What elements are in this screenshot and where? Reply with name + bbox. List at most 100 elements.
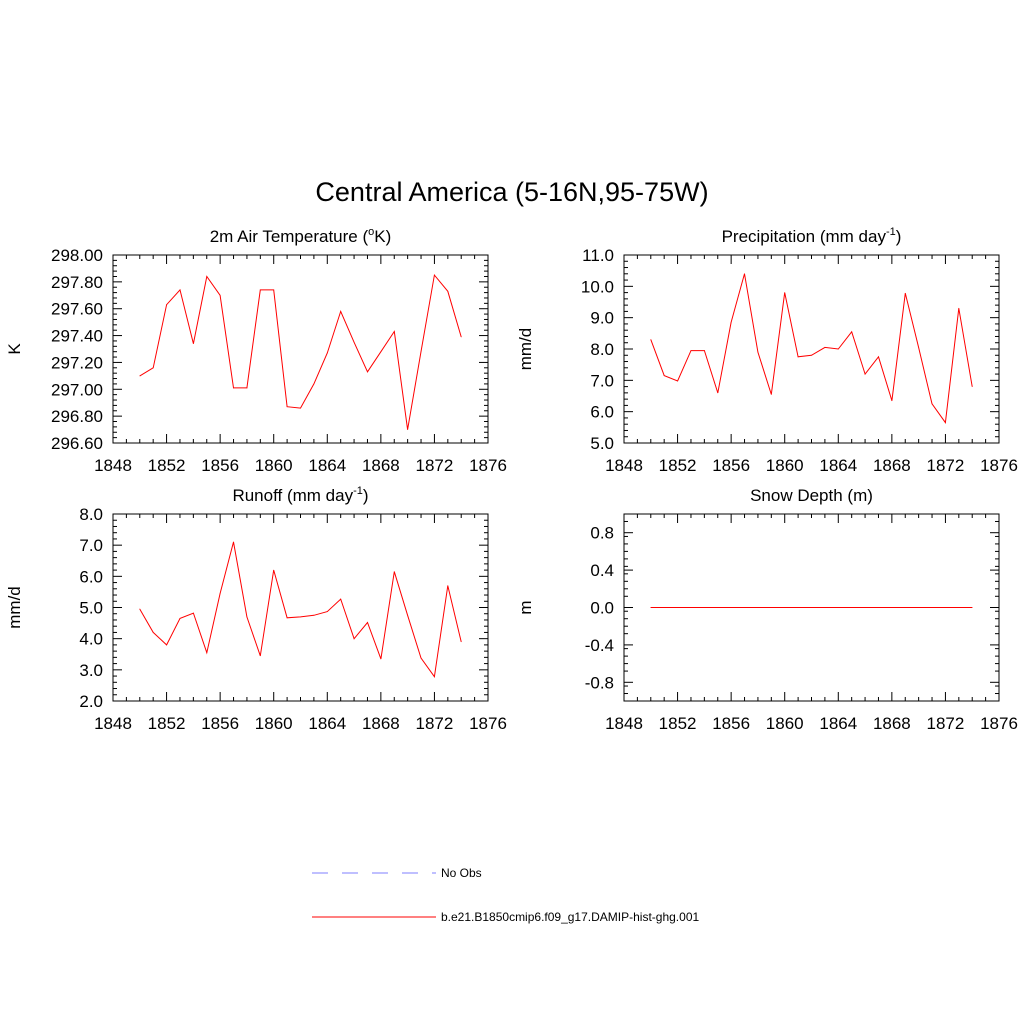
figure-title: Central America (5-16N,95-75W) xyxy=(315,177,708,207)
legend-label-model-run: b.e21.B1850cmip6.f09_g17.DAMIP-hist-ghg.… xyxy=(441,910,699,924)
x-tick-label: 1860 xyxy=(255,456,293,475)
data-point xyxy=(246,616,248,618)
data-point xyxy=(878,356,879,358)
data-point xyxy=(837,607,839,608)
data-point xyxy=(837,348,839,350)
data-point xyxy=(407,614,409,616)
data-point xyxy=(367,622,368,623)
data-point xyxy=(690,350,692,351)
data-point xyxy=(192,612,194,614)
data-point xyxy=(757,607,759,608)
x-tick-label: 1852 xyxy=(659,456,697,475)
y-axis-label: mm/d xyxy=(5,586,24,629)
x-tick-label: 1856 xyxy=(201,714,239,733)
data-point xyxy=(677,607,678,608)
data-point xyxy=(757,351,759,353)
x-tick-label: 1868 xyxy=(362,714,400,733)
x-tick-label: 1856 xyxy=(201,456,239,475)
data-point xyxy=(851,331,853,333)
y-tick-label: 296.80 xyxy=(51,407,103,426)
data-point xyxy=(246,387,248,389)
y-tick-label: 0.4 xyxy=(590,561,614,580)
data-point xyxy=(958,607,960,608)
data-point xyxy=(206,652,208,654)
data-point xyxy=(340,598,342,600)
panel-title: Snow Depth (m) xyxy=(750,486,873,505)
data-point xyxy=(650,339,652,340)
x-tick-label: 1856 xyxy=(712,456,750,475)
data-point xyxy=(918,347,920,348)
data-point xyxy=(744,273,745,275)
data-point xyxy=(784,607,786,608)
data-point xyxy=(166,304,167,306)
data-point xyxy=(663,607,665,608)
data-point xyxy=(219,294,221,296)
data-point xyxy=(717,607,719,608)
data-point xyxy=(824,347,826,348)
y-tick-label: 6.0 xyxy=(79,567,103,586)
panel-title-superscript: -1 xyxy=(886,226,896,238)
data-point xyxy=(380,351,382,353)
data-point xyxy=(703,350,705,351)
x-tick-label: 1868 xyxy=(873,456,911,475)
data-point xyxy=(273,569,275,571)
data-point xyxy=(367,371,368,373)
data-point xyxy=(139,375,141,377)
data-point xyxy=(717,392,719,394)
data-point xyxy=(650,607,652,608)
legend-label-no-obs: No Obs xyxy=(441,866,482,880)
panel-title-text: Precipitation (mm day xyxy=(722,227,887,246)
data-point xyxy=(407,429,409,430)
data-point xyxy=(864,607,866,608)
data-point xyxy=(393,571,395,573)
y-tick-label: 0.8 xyxy=(590,524,614,543)
data-point xyxy=(931,607,933,608)
panel-title-text-end: K) xyxy=(374,227,391,246)
data-point xyxy=(878,607,879,608)
y-tick-label: 296.60 xyxy=(51,434,103,453)
y-tick-label: 5.0 xyxy=(79,599,103,618)
data-point xyxy=(971,386,973,387)
x-tick-label: 1848 xyxy=(605,456,643,475)
data-point xyxy=(851,607,853,608)
data-point xyxy=(206,276,208,277)
data-point xyxy=(313,614,315,616)
data-point xyxy=(811,607,812,608)
data-point xyxy=(219,593,221,594)
x-tick-label: 1864 xyxy=(819,714,857,733)
y-tick-label: 8.0 xyxy=(79,505,103,524)
data-point xyxy=(971,607,973,608)
data-point xyxy=(460,336,462,338)
data-point xyxy=(286,406,288,408)
x-tick-label: 1868 xyxy=(873,714,911,733)
data-point xyxy=(353,638,355,640)
panel-title: Precipitation (mm day-1) xyxy=(722,226,902,246)
panel-title-text-end: ) xyxy=(896,227,902,246)
data-point xyxy=(353,341,355,343)
data-point xyxy=(730,321,732,323)
x-tick-label: 1864 xyxy=(308,714,346,733)
data-point xyxy=(300,616,301,618)
data-point xyxy=(326,611,328,612)
panel-precipitation: Precipitation (mm day-1) mm/d 1848 1852 1856… xyxy=(516,226,1018,475)
data-point xyxy=(420,657,422,659)
x-tick-label: 1872 xyxy=(927,714,965,733)
x-tick-label: 1872 xyxy=(927,456,965,475)
panel-title-text: Runoff (mm day xyxy=(232,486,353,505)
x-tick-label: 1864 xyxy=(819,456,857,475)
y-tick-label: 298.00 xyxy=(51,246,103,265)
data-point xyxy=(273,289,275,291)
y-tick-label: -0.8 xyxy=(585,673,614,692)
x-tick-label: 1852 xyxy=(659,714,697,733)
panel-title: Runoff (mm day-1) xyxy=(232,485,368,505)
y-tick-label: 297.20 xyxy=(51,353,103,372)
y-tick-label: 10.0 xyxy=(581,277,614,296)
y-axis-label: K xyxy=(5,343,24,355)
x-tick-label: 1868 xyxy=(362,456,400,475)
data-point xyxy=(958,307,960,309)
data-point xyxy=(945,422,946,424)
panel-runoff: Runoff (mm day-1) mm/d 1848 1852 1856 1860 186… xyxy=(5,485,507,733)
data-point xyxy=(931,403,933,405)
y-tick-label: 7.0 xyxy=(590,371,614,390)
data-point xyxy=(434,676,435,678)
